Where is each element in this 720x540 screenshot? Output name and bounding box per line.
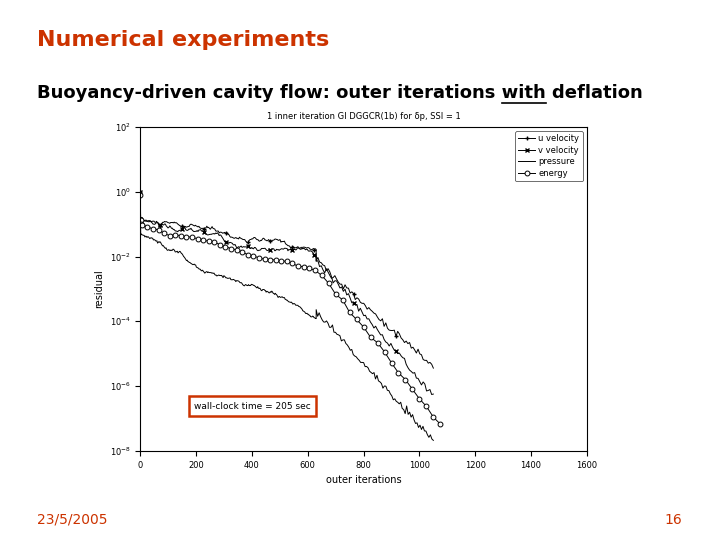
Text: Buoyancy-driven cavity flow: outer iterations with deflation: Buoyancy-driven cavity flow: outer itera…	[37, 84, 643, 102]
pressure	[359, 360, 368, 366]
pressure	[165, 246, 174, 253]
u velocity	[233, 235, 242, 241]
u velocity	[221, 230, 230, 236]
Title: 1 inner iteration GI DGGCR(1b) for δp, SSI = 1: 1 inner iteration GI DGGCR(1b) for δp, S…	[266, 112, 461, 120]
pressure	[429, 437, 438, 444]
Line: energy: energy	[138, 192, 443, 427]
v velocity	[221, 239, 230, 246]
Text: with: with	[37, 84, 81, 102]
energy	[199, 237, 207, 244]
pressure	[136, 198, 145, 205]
u velocity	[265, 238, 274, 244]
u velocity	[191, 222, 199, 228]
v velocity	[136, 188, 145, 195]
u velocity	[242, 239, 251, 245]
Text: Numerical experiments: Numerical experiments	[37, 30, 330, 50]
X-axis label: outer iterations: outer iterations	[325, 475, 402, 485]
v velocity	[242, 244, 251, 250]
pressure	[261, 287, 270, 294]
Text: Buoyancy-driven cavity flow: outer iterations: Buoyancy-driven cavity flow: outer itera…	[37, 84, 502, 102]
Text: 16: 16	[665, 512, 683, 526]
Text: 23/5/2005: 23/5/2005	[37, 512, 108, 526]
energy	[294, 263, 302, 269]
v velocity	[265, 246, 274, 252]
energy	[436, 421, 445, 427]
u velocity	[136, 188, 145, 195]
Y-axis label: residual: residual	[94, 269, 104, 308]
Text: wall-clock time = 205 sec: wall-clock time = 205 sec	[194, 402, 311, 411]
u velocity	[272, 236, 281, 242]
energy	[352, 316, 361, 323]
energy	[305, 265, 313, 272]
v velocity	[233, 244, 242, 251]
pressure	[262, 289, 271, 295]
Line: u velocity: u velocity	[138, 189, 436, 370]
Legend: u velocity, v velocity, pressure, energy: u velocity, v velocity, pressure, energy	[515, 131, 582, 181]
pressure	[212, 273, 221, 279]
u velocity	[429, 365, 438, 372]
energy	[136, 192, 145, 198]
v velocity	[429, 391, 438, 397]
Line: v velocity: v velocity	[138, 189, 436, 397]
pressure	[281, 296, 289, 302]
energy	[288, 260, 297, 266]
v velocity	[191, 228, 199, 234]
energy	[394, 370, 402, 376]
v velocity	[272, 246, 281, 253]
v velocity	[428, 392, 436, 398]
Line: pressure: pressure	[140, 201, 433, 441]
